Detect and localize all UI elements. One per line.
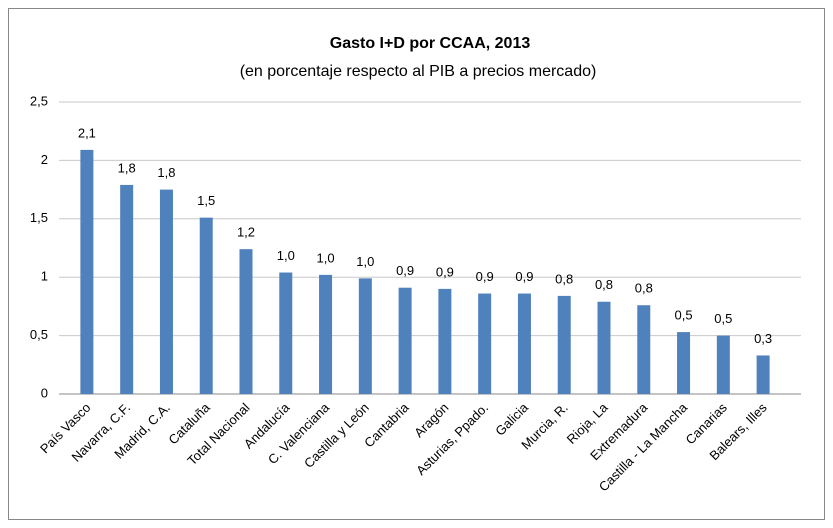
value-label: 1,2 xyxy=(237,225,255,240)
bar xyxy=(677,332,691,394)
bar xyxy=(517,293,531,394)
bar xyxy=(637,305,651,394)
value-label: 0,8 xyxy=(635,281,653,296)
bar xyxy=(756,355,770,394)
bar xyxy=(597,301,611,394)
value-label: 1,8 xyxy=(157,165,175,180)
y-tick-label: 2,5 xyxy=(30,93,48,108)
y-tick-label: 1,5 xyxy=(30,210,48,225)
value-label: 1,8 xyxy=(118,160,136,175)
bar xyxy=(279,272,293,394)
value-label: 1,0 xyxy=(277,248,295,263)
chart-subtitle: (en porcentaje respecto al PIB a precios… xyxy=(240,63,597,80)
value-label: 1,0 xyxy=(317,250,335,265)
bar xyxy=(199,217,213,394)
bar xyxy=(557,295,571,394)
value-label: 0,9 xyxy=(476,269,494,284)
chart-border xyxy=(8,8,825,520)
bar xyxy=(358,278,372,394)
bar xyxy=(120,184,134,394)
value-label: 0,9 xyxy=(396,263,414,278)
bar xyxy=(478,293,492,394)
value-label: 0,3 xyxy=(754,331,772,346)
y-tick-label: 0 xyxy=(41,385,48,400)
value-label: 0,8 xyxy=(555,271,573,286)
value-label: 0,9 xyxy=(436,264,454,279)
value-label: 2,1 xyxy=(78,125,96,140)
bar xyxy=(319,274,333,394)
y-tick-label: 2 xyxy=(41,152,48,167)
value-label: 0,8 xyxy=(595,277,613,292)
value-label: 1,0 xyxy=(356,254,374,269)
y-tick-label: 1 xyxy=(41,269,48,284)
value-label: 1,5 xyxy=(197,193,215,208)
bar xyxy=(438,288,452,394)
bar xyxy=(239,249,253,394)
value-label: 0,9 xyxy=(515,269,533,284)
bar xyxy=(159,189,173,394)
chart-title: Gasto I+D por CCAA, 2013 xyxy=(330,35,531,52)
y-tick-label: 0,5 xyxy=(30,327,48,342)
bar xyxy=(398,287,412,394)
value-label: 0,5 xyxy=(714,311,732,326)
bar xyxy=(716,335,730,394)
bar xyxy=(80,149,94,394)
value-label: 0,5 xyxy=(675,308,693,323)
